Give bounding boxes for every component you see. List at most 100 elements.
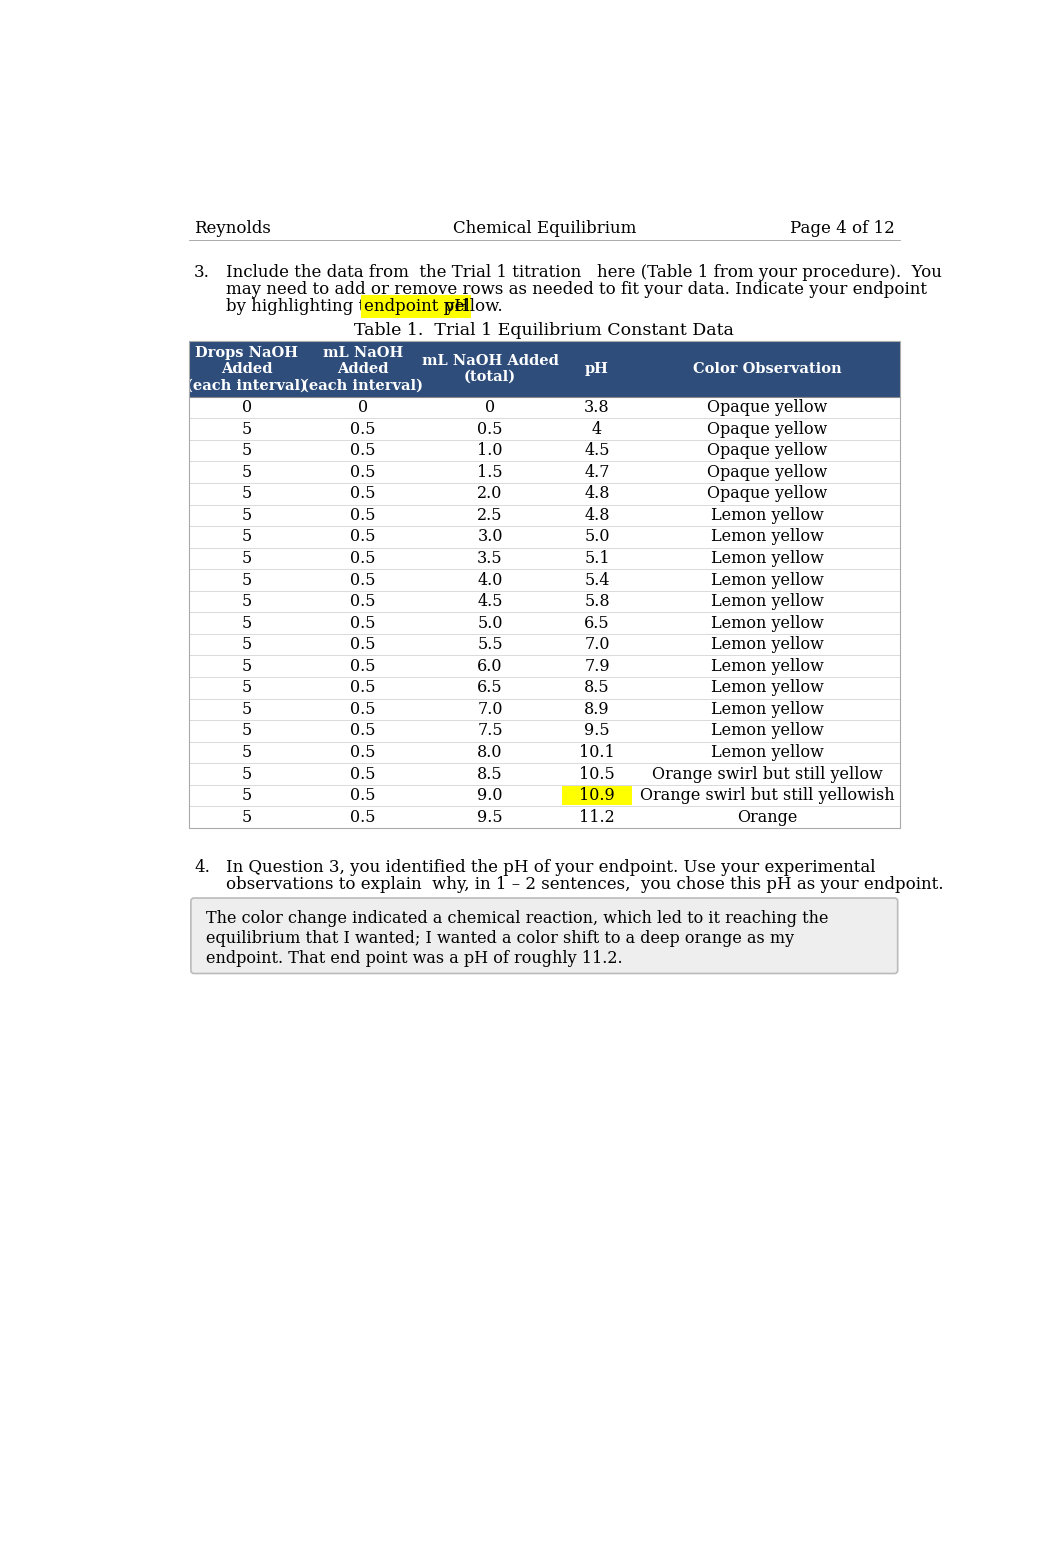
Text: 5.1: 5.1 [584,549,610,567]
Text: 1.5: 1.5 [477,464,502,481]
Text: 0.5: 0.5 [350,442,376,459]
Text: Opaque yellow: Opaque yellow [707,420,827,437]
Text: 7.0: 7.0 [584,637,610,652]
Text: 4.8: 4.8 [584,485,610,503]
Text: 1.0: 1.0 [477,442,502,459]
Text: 4.: 4. [194,859,210,876]
Text: 0.5: 0.5 [350,593,376,610]
Text: 3.: 3. [194,264,210,281]
FancyBboxPatch shape [562,787,632,805]
Text: 8.9: 8.9 [584,701,610,718]
Text: mL NaOH Added
(total): mL NaOH Added (total) [422,354,559,384]
Text: 5: 5 [241,507,252,524]
Text: 0.5: 0.5 [350,765,376,782]
Text: 4.5: 4.5 [477,593,502,610]
Text: 5.0: 5.0 [584,529,610,545]
Text: 8.0: 8.0 [477,745,502,762]
Text: 5: 5 [241,529,252,545]
FancyBboxPatch shape [189,342,900,396]
Text: Lemon yellow: Lemon yellow [712,637,824,652]
FancyBboxPatch shape [189,720,900,741]
Text: 5: 5 [241,637,252,652]
Text: 6.5: 6.5 [584,615,610,632]
Text: mL NaOH
Added
(each interval): mL NaOH Added (each interval) [303,347,424,392]
Text: pH: pH [585,362,609,376]
Text: 5: 5 [241,765,252,782]
Text: 0.5: 0.5 [350,701,376,718]
Text: 6.5: 6.5 [477,679,502,696]
Text: 0.5: 0.5 [350,745,376,762]
Text: 5: 5 [241,593,252,610]
Text: 4.8: 4.8 [584,507,610,524]
Text: Table 1.  Trial 1 Equilibrium Constant Data: Table 1. Trial 1 Equilibrium Constant Da… [355,322,734,339]
Text: 4: 4 [592,420,602,437]
Text: observations to explain  why, in 1 – 2 sentences,  you chose this pH as your end: observations to explain why, in 1 – 2 se… [226,876,943,893]
Text: 5: 5 [241,657,252,674]
Text: 8.5: 8.5 [584,679,610,696]
FancyBboxPatch shape [189,548,900,570]
Text: 0.5: 0.5 [350,485,376,503]
FancyBboxPatch shape [189,612,900,634]
FancyBboxPatch shape [189,462,900,482]
Text: 2.5: 2.5 [477,507,502,524]
Text: Opaque yellow: Opaque yellow [707,400,827,417]
Text: 0.5: 0.5 [350,615,376,632]
Text: 0.5: 0.5 [350,464,376,481]
Text: 0.5: 0.5 [477,420,502,437]
FancyBboxPatch shape [189,570,900,590]
FancyBboxPatch shape [189,699,900,720]
Text: 0.5: 0.5 [350,420,376,437]
Text: 5.0: 5.0 [477,615,502,632]
Text: 4.7: 4.7 [584,464,610,481]
Text: 5: 5 [241,464,252,481]
Text: may need to add or remove rows as needed to fit your data. Indicate your endpoin: may need to add or remove rows as needed… [226,281,927,298]
Text: Orange: Orange [737,809,798,826]
Text: Opaque yellow: Opaque yellow [707,485,827,503]
Text: 7.5: 7.5 [477,723,502,740]
Text: 4.0: 4.0 [477,571,502,588]
FancyBboxPatch shape [189,590,900,612]
Text: 6.0: 6.0 [477,657,502,674]
Text: Lemon yellow: Lemon yellow [712,723,824,740]
FancyBboxPatch shape [189,785,900,807]
Text: Lemon yellow: Lemon yellow [712,549,824,567]
Text: 9.5: 9.5 [584,723,610,740]
Text: 0: 0 [358,400,369,417]
FancyBboxPatch shape [189,440,900,462]
Text: endpoint pH: endpoint pH [363,298,468,315]
Text: 3.8: 3.8 [584,400,610,417]
Text: Reynolds: Reynolds [194,220,271,237]
Text: 5: 5 [241,420,252,437]
Text: 0.5: 0.5 [350,549,376,567]
Text: 7.0: 7.0 [477,701,502,718]
Text: Lemon yellow: Lemon yellow [712,593,824,610]
Text: Lemon yellow: Lemon yellow [712,571,824,588]
Text: 7.9: 7.9 [584,657,610,674]
Text: Color Observation: Color Observation [693,362,842,376]
Text: 0.5: 0.5 [350,679,376,696]
Text: 0.5: 0.5 [350,809,376,826]
Text: 5: 5 [241,745,252,762]
Text: Lemon yellow: Lemon yellow [712,745,824,762]
Text: Lemon yellow: Lemon yellow [712,701,824,718]
FancyBboxPatch shape [189,396,900,418]
Text: 5: 5 [241,787,252,804]
Text: Lemon yellow: Lemon yellow [712,679,824,696]
Text: 5: 5 [241,809,252,826]
Text: 5.4: 5.4 [584,571,610,588]
Text: Lemon yellow: Lemon yellow [712,615,824,632]
Text: 0.5: 0.5 [350,507,376,524]
Text: Opaque yellow: Opaque yellow [707,442,827,459]
Text: Opaque yellow: Opaque yellow [707,464,827,481]
Text: 5: 5 [241,701,252,718]
FancyBboxPatch shape [189,504,900,526]
Text: Orange swirl but still yellow: Orange swirl but still yellow [652,765,883,782]
FancyBboxPatch shape [189,741,900,763]
Text: 2.0: 2.0 [477,485,502,503]
FancyBboxPatch shape [189,634,900,656]
FancyBboxPatch shape [189,482,900,504]
Text: 10.9: 10.9 [579,787,615,804]
FancyBboxPatch shape [189,763,900,785]
Text: 0.5: 0.5 [350,571,376,588]
FancyBboxPatch shape [189,807,900,827]
